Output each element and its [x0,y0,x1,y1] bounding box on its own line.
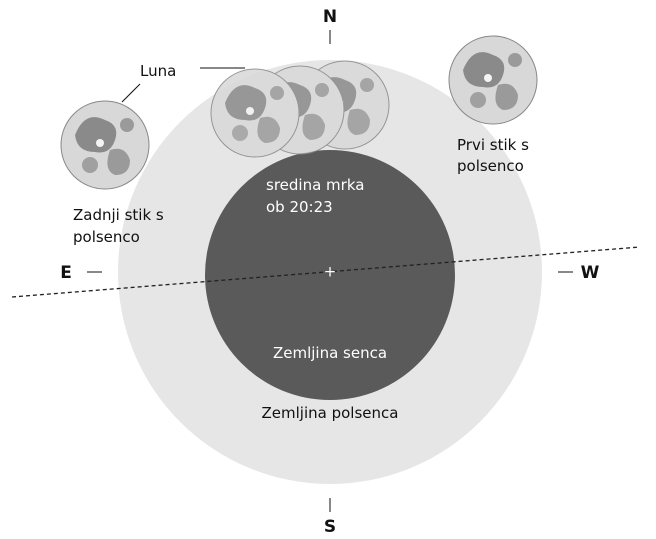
mid-eclipse: ob 20:23 [266,198,333,216]
moon-last [61,101,149,189]
moon-mid [211,69,299,157]
north: N [323,7,337,27]
eclipse-diagram: + N S E W Luna Zadnji stik s polsenco Pr… [0,0,656,539]
umbra-label: Zemljina senca [273,344,387,362]
first-contact: Prvi stik s [457,136,529,154]
mid-eclipse: sredina mrka [266,176,364,194]
west: W [581,263,600,283]
moon-first [449,36,537,124]
moon-label: Luna [140,62,176,80]
penumbra-label: Zemljina polsenca [262,404,399,422]
center-mark: + [324,263,337,281]
last-contact: polsenco [73,228,140,246]
first-contact: polsenco [457,157,524,175]
moon-pointer [122,84,140,102]
last-contact: Zadnji stik s [73,206,164,224]
south: S [324,517,336,537]
moon-mid-group [211,61,389,157]
page: {"compass": {"north": "N", "south": "S",… [0,0,656,539]
east: E [60,263,72,283]
